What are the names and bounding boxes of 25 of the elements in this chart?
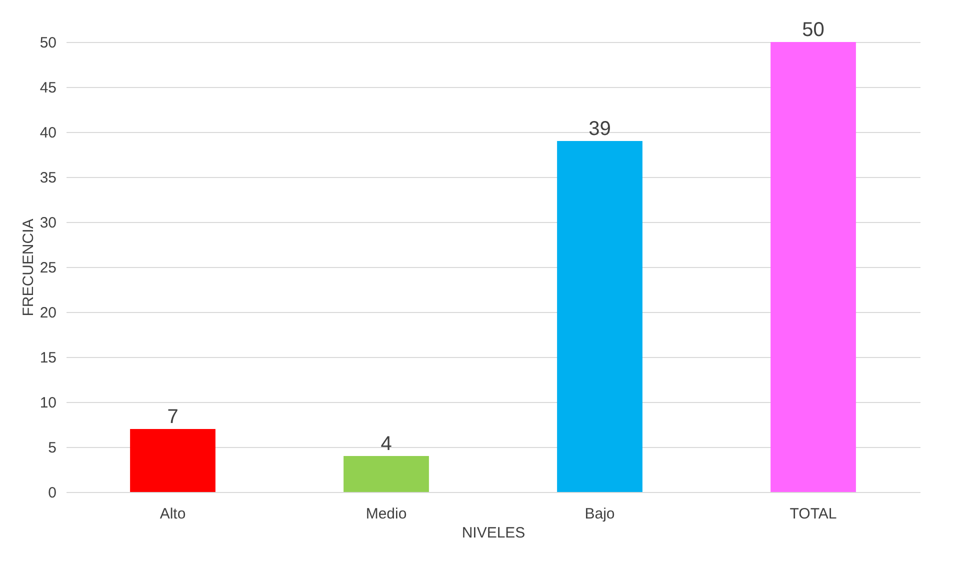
y-tick-label: 0 [48, 484, 56, 502]
data-label: 7 [167, 406, 178, 428]
data-label: 4 [380, 433, 392, 455]
y-tick-label: 45 [40, 80, 56, 96]
y-tick-label: 15 [40, 350, 56, 366]
x-tick-label: Bajo [584, 506, 615, 522]
bar [770, 42, 856, 492]
x-tick-label: Alto [160, 506, 186, 522]
y-tick-label: 40 [40, 124, 56, 142]
x-tick-label: Medio [366, 506, 407, 522]
bar [344, 456, 429, 492]
x-tick-label: TOTAL [790, 506, 837, 522]
x-axis-title: NIVELES [462, 524, 526, 542]
data-label: 50 [802, 19, 824, 41]
y-tick-label: 35 [40, 170, 56, 186]
y-tick-label: 5 [48, 440, 56, 456]
y-tick-label: 20 [40, 304, 56, 322]
y-tick-label: 25 [40, 260, 56, 276]
data-label: 39 [588, 118, 611, 140]
bar [130, 429, 216, 492]
y-tick-label: 10 [40, 394, 56, 412]
bar [557, 141, 642, 492]
y-tick-label: 50 [40, 34, 56, 52]
y-axis-title: FRECUENCIA [20, 218, 37, 316]
y-tick-label: 30 [40, 214, 56, 232]
